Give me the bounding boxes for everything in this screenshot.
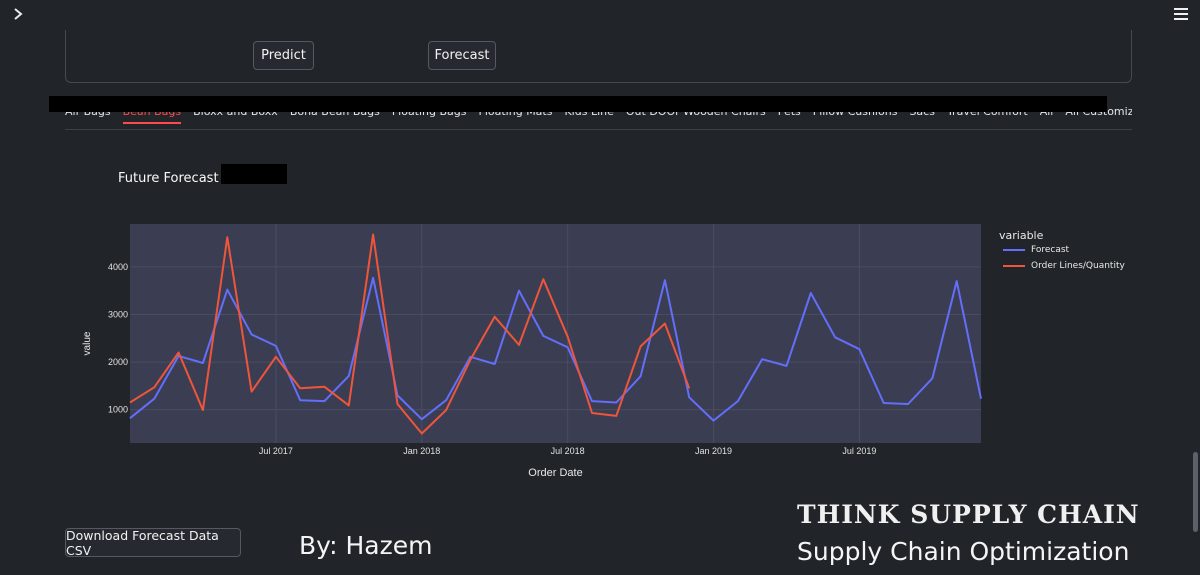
legend-label: Forecast: [1031, 245, 1070, 255]
redaction-box: [221, 164, 287, 184]
legend-swatch: [1003, 265, 1025, 267]
legend-title: variable: [999, 229, 1044, 242]
x-axis-label: Order Date: [528, 467, 582, 479]
y-axis-label: value: [82, 331, 93, 355]
scrollbar[interactable]: [1193, 452, 1198, 532]
y-tick-label: 3000: [108, 309, 128, 319]
legend-swatch: [1003, 249, 1025, 251]
x-tick-label: Jul 2019: [842, 446, 876, 456]
x-tick-label: Jul 2018: [551, 446, 585, 456]
predict-button[interactable]: Predict: [253, 41, 314, 70]
forecast-button[interactable]: Forecast: [428, 41, 496, 70]
y-tick-label: 1000: [108, 405, 128, 415]
legend-item[interactable]: Order Lines/Quantity: [1003, 261, 1125, 271]
legend-item[interactable]: Forecast: [1003, 245, 1069, 255]
redaction-bar: [49, 96, 1107, 112]
x-tick-label: Jul 2017: [259, 446, 293, 456]
hamburger-icon[interactable]: [1174, 8, 1188, 20]
y-tick-label: 2000: [108, 357, 128, 367]
x-tick-label: Jan 2019: [695, 446, 732, 456]
form-container: [65, 30, 1132, 83]
series-line-forecast: [129, 276, 982, 422]
byline: By: Hazem: [299, 531, 433, 560]
tagline: Supply Chain Optimization: [797, 537, 1130, 566]
legend-label: Order Lines/Quantity: [1031, 261, 1125, 271]
sidebar-toggle-icon[interactable]: [12, 6, 28, 26]
brand-logo: THINK SUPPLY CHAIN: [797, 500, 1140, 529]
plot-area: [130, 224, 981, 443]
series-line-order-lines-quantity: [129, 233, 691, 435]
chart-title: Future Forecast: [118, 171, 219, 186]
x-tick-label: Jan 2018: [403, 446, 440, 456]
download-csv-button[interactable]: Download Forecast Data CSV: [65, 528, 241, 558]
y-tick-label: 4000: [108, 262, 128, 272]
